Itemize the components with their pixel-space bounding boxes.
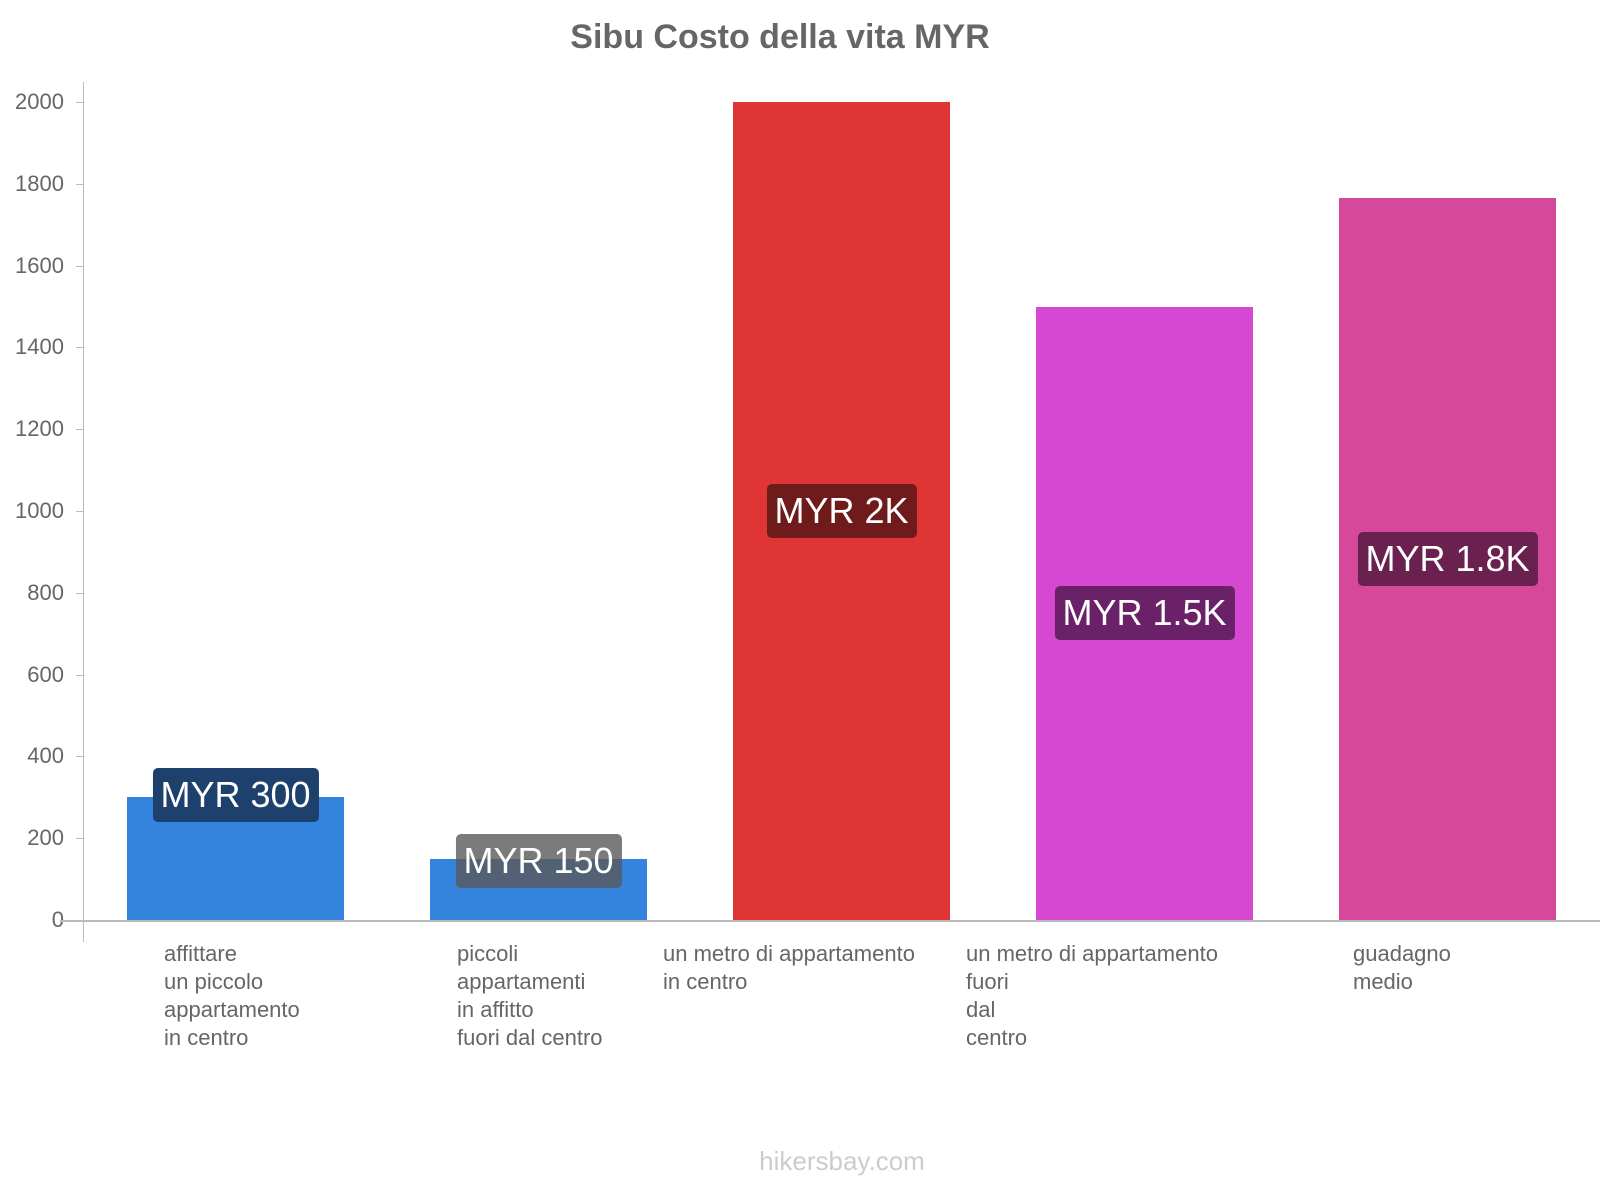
x-axis-label: un metro di appartamento fuori dal centr… (966, 941, 1218, 1050)
y-tick-mark (76, 102, 84, 103)
y-tick-label: 1600 (15, 252, 64, 278)
chart-title: Sibu Costo della vita MYR (570, 18, 990, 56)
x-axis-line (60, 920, 1600, 922)
bar-value-label: MYR 1.5K (1054, 586, 1235, 641)
y-tick-mark (76, 756, 84, 758)
y-tick-label: 1800 (15, 170, 64, 196)
y-tick-mark (76, 592, 84, 594)
x-axis-label: guadagno medio (1353, 941, 1451, 994)
y-tick-label: 1200 (15, 416, 64, 442)
bar-value-label: MYR 150 (455, 833, 622, 888)
y-tick-mark (76, 838, 84, 840)
bar-value-label: MYR 1.8K (1357, 532, 1538, 587)
y-tick-label: 600 (27, 661, 64, 687)
y-tick-label: 0 (51, 907, 64, 932)
y-tick-mark (76, 183, 84, 185)
x-axis-label: piccoli appartamenti in affitto fuori da… (457, 941, 603, 1050)
y-tick-label: 1000 (15, 498, 64, 523)
y-tick-label: 800 (27, 579, 64, 605)
y-tick-mark (76, 265, 84, 267)
x-axis-label: affittare un piccolo appartamento in cen… (164, 941, 300, 1050)
bar-value-label: MYR 300 (152, 768, 319, 823)
y-tick-label: 2000 (15, 89, 64, 114)
x-axis-label: un metro di appartamento in centro (663, 941, 915, 994)
bar-value-label: MYR 2K (766, 484, 917, 538)
y-tick-mark (76, 347, 84, 349)
y-axis-line (83, 82, 84, 942)
footer-watermark: hikersbay.com (759, 1146, 925, 1176)
y-tick-label: 1400 (15, 334, 64, 360)
y-tick-mark (76, 429, 84, 431)
y-tick-label: 200 (27, 825, 64, 851)
y-tick-mark (76, 511, 84, 512)
y-tick-label: 400 (27, 743, 64, 769)
y-tick-mark (76, 674, 84, 676)
